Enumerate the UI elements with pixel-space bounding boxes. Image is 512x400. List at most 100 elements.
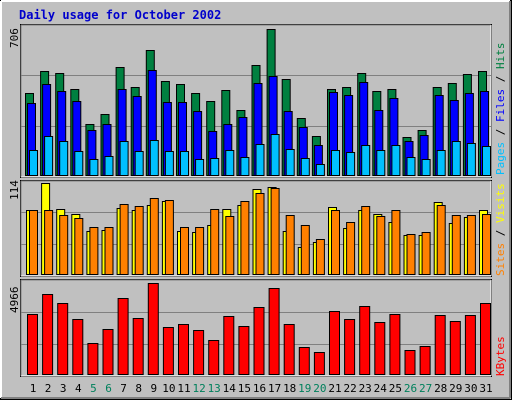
kbytes-bar-day-2: [42, 294, 54, 375]
kbytes-bar-day-14: [223, 316, 235, 375]
sites-bar-day-4: [74, 218, 84, 275]
pages-bar-day-7: [119, 141, 129, 176]
legend-kbytes: KBytes: [494, 336, 507, 376]
hits-files-pages-panel: [20, 24, 492, 178]
x-tick-label-day-10: 10: [162, 382, 175, 395]
x-tick-label-day-21: 21: [328, 382, 341, 395]
pages-bar-day-29: [451, 141, 461, 176]
pages-bar-day-1: [29, 150, 38, 176]
chart-title: Daily usage for October 2002: [19, 8, 222, 22]
x-tick-label-day-30: 30: [464, 382, 477, 395]
sites-bar-day-14: [225, 216, 235, 275]
mid-ymax-label: 114: [8, 180, 21, 200]
legend-sep-3: /: [494, 223, 507, 243]
x-tick-label-day-3: 3: [60, 382, 67, 395]
sites-bar-day-9: [149, 198, 159, 275]
x-tick-label-day-27: 27: [419, 382, 432, 395]
bot-ymax-label: 4966: [8, 287, 21, 314]
sites-bar-day-30: [466, 215, 476, 275]
sites-bar-day-31: [482, 214, 491, 275]
x-tick-label-day-20: 20: [313, 382, 326, 395]
x-tick-label-day-6: 6: [105, 382, 112, 395]
bot-legend: KBytes: [494, 336, 507, 376]
x-tick-label-day-11: 11: [177, 382, 190, 395]
x-tick-label-day-1: 1: [30, 382, 37, 395]
sites-bar-day-27: [421, 232, 431, 275]
x-tick-label-day-31: 31: [479, 382, 492, 395]
kbytes-panel: [20, 279, 492, 377]
kbytes-bar-day-29: [449, 321, 461, 375]
pages-bar-day-2: [44, 136, 54, 176]
kbytes-bar-day-21: [329, 311, 340, 375]
kbytes-bar-day-24: [374, 322, 386, 375]
kbytes-bar-day-27: [419, 346, 431, 375]
sites-bar-day-20: [315, 239, 325, 275]
legend-sep-2: /: [494, 69, 507, 89]
sites-bar-day-24: [376, 216, 386, 275]
kbytes-bar-day-10: [162, 327, 174, 375]
pages-bar-day-28: [436, 150, 446, 176]
x-tick-label-day-2: 2: [45, 382, 52, 395]
legend-sites: Sites: [494, 243, 507, 276]
kbytes-bar-day-28: [434, 315, 446, 375]
x-tick-label-day-12: 12: [192, 382, 205, 395]
pages-bar-day-12: [195, 159, 205, 176]
pages-bar-day-10: [164, 151, 174, 176]
x-tick-label-day-19: 19: [298, 382, 311, 395]
sites-bar-day-13: [210, 209, 220, 275]
legend-hits: Hits: [494, 43, 507, 70]
pages-bar-day-18: [285, 149, 295, 176]
kbytes-bar-day-18: [283, 324, 295, 375]
x-tick-label-day-4: 4: [75, 382, 82, 395]
pages-bar-day-31: [482, 146, 491, 176]
sites-bar-day-11: [180, 227, 189, 275]
sites-bar-day-25: [391, 210, 401, 275]
x-tick-label-day-7: 7: [120, 382, 127, 395]
pages-bar-day-8: [134, 151, 144, 176]
sites-bar-day-10: [164, 200, 174, 275]
sites-bar-day-29: [451, 215, 461, 275]
sites-bar-day-3: [59, 215, 69, 275]
kbytes-bar-day-17: [268, 288, 280, 375]
pages-bar-day-30: [466, 143, 476, 176]
sites-bar-day-21: [331, 210, 340, 275]
x-tick-label-day-15: 15: [238, 382, 251, 395]
kbytes-bar-day-31: [480, 303, 491, 375]
legend-files: Files: [494, 89, 507, 122]
sites-bar-day-1: [29, 210, 38, 275]
x-tick-label-day-28: 28: [434, 382, 447, 395]
pages-bar-day-13: [210, 158, 220, 176]
mid-legend: Sites / Visits: [494, 183, 507, 276]
kbytes-bar-day-20: [313, 352, 325, 375]
kbytes-bar-day-23: [359, 306, 371, 375]
pages-bar-day-27: [421, 159, 431, 176]
x-tick-label-day-29: 29: [449, 382, 462, 395]
kbytes-bar-day-5: [87, 343, 99, 375]
pages-bar-day-26: [406, 157, 416, 176]
pages-bar-day-23: [361, 145, 371, 176]
kbytes-bar-day-3: [57, 303, 69, 375]
sites-bar-day-28: [436, 205, 446, 275]
sites-bar-day-12: [195, 227, 205, 275]
pages-bar-day-21: [331, 150, 340, 176]
sites-bar-day-16: [255, 193, 265, 275]
x-tick-label-day-8: 8: [135, 382, 142, 395]
top-legend: Pages / Files / Hits: [494, 43, 507, 176]
kbytes-bar-day-1: [27, 314, 38, 375]
kbytes-bar-day-6: [102, 329, 114, 375]
pages-bar-day-24: [376, 150, 386, 176]
sites-bar-day-5: [89, 227, 99, 275]
kbytes-bar-day-30: [464, 315, 476, 375]
x-tick-label-day-16: 16: [253, 382, 266, 395]
x-tick-label-day-9: 9: [150, 382, 157, 395]
sites-bar-day-18: [285, 215, 295, 275]
x-tick-label-day-13: 13: [208, 382, 221, 395]
legend-visits: Visits: [494, 183, 507, 223]
pages-bar-day-11: [180, 151, 189, 176]
kbytes-bar-day-16: [253, 307, 265, 375]
pages-bar-day-14: [225, 150, 235, 176]
x-tick-label-day-14: 14: [223, 382, 237, 395]
x-tick-label-day-24: 24: [374, 382, 388, 395]
kbytes-bar-day-12: [193, 330, 205, 375]
